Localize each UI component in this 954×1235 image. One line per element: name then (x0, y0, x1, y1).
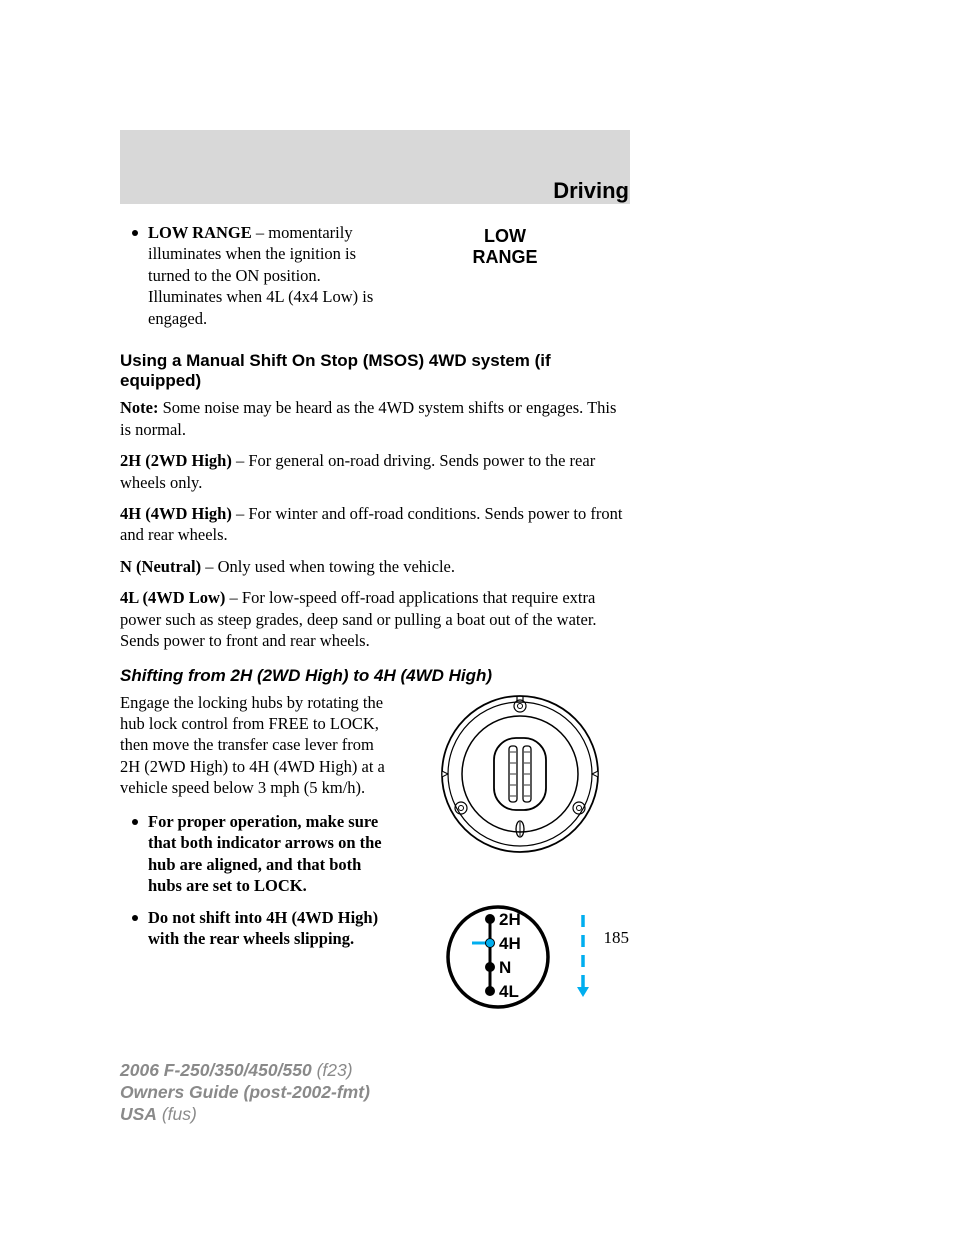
note-label: Note: (120, 398, 158, 417)
mode-label: 2H (2WD High) (120, 451, 232, 470)
shifting-bullet-1: For proper operation, make sure that bot… (120, 811, 390, 897)
mode-4h: 4H (4WD High) – For winter and off-road … (120, 503, 630, 546)
two-column-layout: Engage the locking hubs by rotating the … (120, 692, 630, 1017)
mode-text: – Only used when towing the vehicle. (205, 557, 455, 576)
footer-region-code: (fus) (162, 1104, 197, 1124)
shifting-bullet-2-text: Do not shift into 4H (4WD High) with the… (148, 907, 390, 950)
footer-line-1: 2006 F-250/350/450/550 (f23) (120, 1060, 370, 1082)
svg-text:4L: 4L (499, 982, 519, 1001)
mode-label: 4L (4WD Low) (120, 588, 225, 607)
mode-n: N (Neutral) – Only used when towing the … (120, 556, 630, 577)
shifting-bullet-2: Do not shift into 4H (4WD High) with the… (120, 907, 390, 950)
svg-text:2H: 2H (499, 910, 521, 929)
footer-line-2: Owners Guide (post-2002-fmt) (120, 1082, 370, 1104)
footer-region: USA (120, 1104, 157, 1124)
footer-model: 2006 F-250/350/450/550 (120, 1060, 312, 1080)
mode-label: N (Neutral) (120, 557, 201, 576)
shifting-bullet-1-text: For proper operation, make sure that bot… (148, 811, 390, 897)
svg-text:4H: 4H (499, 934, 521, 953)
bullet-icon (132, 230, 138, 236)
shift-pattern-diagram: 2H 4H N 4L (433, 897, 608, 1017)
indicator-bullet-row: LOW RANGE – momentarily illuminates when… (120, 222, 630, 329)
footer-block: 2006 F-250/350/450/550 (f23) Owners Guid… (120, 1060, 370, 1126)
msos-heading: Using a Manual Shift On Stop (MSOS) 4WD … (120, 351, 630, 391)
left-column: Engage the locking hubs by rotating the … (120, 692, 390, 1017)
mode-label: 4H (4WD High) (120, 504, 232, 523)
right-column: 2H 4H N 4L (410, 692, 630, 1017)
page-content: LOW RANGE – momentarily illuminates when… (120, 222, 630, 1017)
footer-line-3: USA (fus) (120, 1104, 370, 1126)
shifting-heading: Shifting from 2H (2WD High) to 4H (4WD H… (120, 666, 630, 686)
page-section-title: Driving (553, 178, 629, 204)
indicator-bullet-label: LOW RANGE (148, 223, 252, 242)
bullet-icon (132, 915, 138, 921)
page-number: 185 (604, 928, 630, 948)
shifting-intro: Engage the locking hubs by rotating the … (120, 692, 390, 799)
note-text: Some noise may be heard as the 4WD syste… (120, 398, 616, 438)
hub-lock-diagram (425, 692, 615, 867)
footer-code: (f23) (317, 1060, 353, 1080)
mode-2h: 2H (2WD High) – For general on-road driv… (120, 450, 630, 493)
note-paragraph: Note: Some noise may be heard as the 4WD… (120, 397, 630, 440)
indicator-bullet-text: LOW RANGE – momentarily illuminates when… (148, 222, 388, 329)
mode-4l: 4L (4WD Low) – For low-speed off-road ap… (120, 587, 630, 651)
bullet-icon (132, 819, 138, 825)
svg-text:N: N (499, 958, 511, 977)
